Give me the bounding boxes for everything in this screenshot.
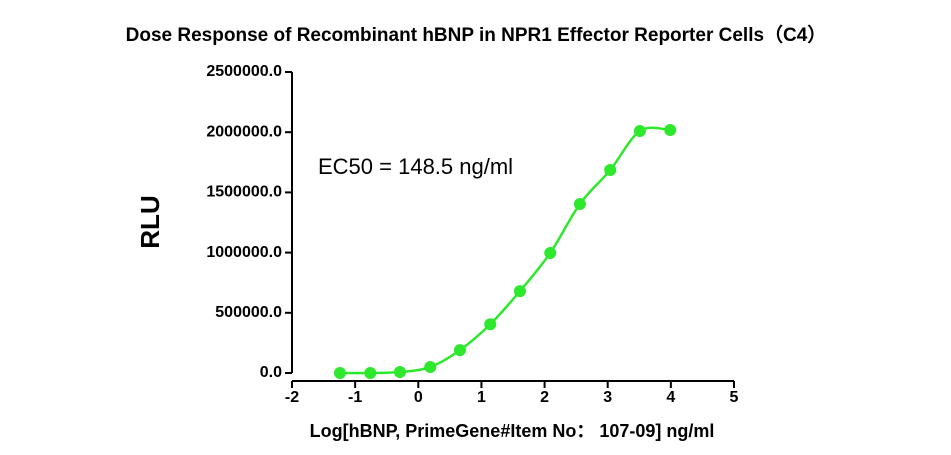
x-tick-label: 2 xyxy=(540,389,549,406)
y-tick-label: 2000000.0 xyxy=(206,123,282,140)
data-point xyxy=(333,367,346,379)
y-tick-label: 1500000.0 xyxy=(206,184,282,201)
x-tick-label: 1 xyxy=(477,389,486,406)
y-tick-label: 0.0 xyxy=(260,364,282,381)
x-tick-label: -1 xyxy=(348,389,362,406)
data-point xyxy=(664,124,677,137)
x-axis-label: Log[hBNP, PrimeGene#Item No： 107-09] ng/… xyxy=(310,421,715,441)
y-tick-label: 1000000.0 xyxy=(206,244,282,261)
data-point xyxy=(364,367,377,379)
annotation: EC50 = 148.5 ng/ml xyxy=(318,154,513,179)
chart-title: Dose Response of Recombinant hBNP in NPR… xyxy=(126,23,827,46)
y-axis-label: RLU xyxy=(135,195,165,248)
x-tick-label: 5 xyxy=(730,389,739,406)
data-point xyxy=(393,366,406,379)
data-point xyxy=(573,197,586,210)
data-point xyxy=(424,360,437,373)
x-tick-label: -2 xyxy=(285,389,299,406)
x-tick-label: 4 xyxy=(666,389,675,406)
data-point xyxy=(633,124,646,137)
x-tick-label: 0 xyxy=(414,389,423,406)
data-point xyxy=(484,318,497,331)
data-point xyxy=(604,164,617,177)
data-point xyxy=(544,246,557,259)
data-point xyxy=(513,285,526,298)
y-tick-label: 2500000.0 xyxy=(206,63,282,80)
y-tick-label: 500000.0 xyxy=(215,304,282,321)
x-tick-label: 3 xyxy=(603,389,612,406)
data-point xyxy=(453,344,466,357)
